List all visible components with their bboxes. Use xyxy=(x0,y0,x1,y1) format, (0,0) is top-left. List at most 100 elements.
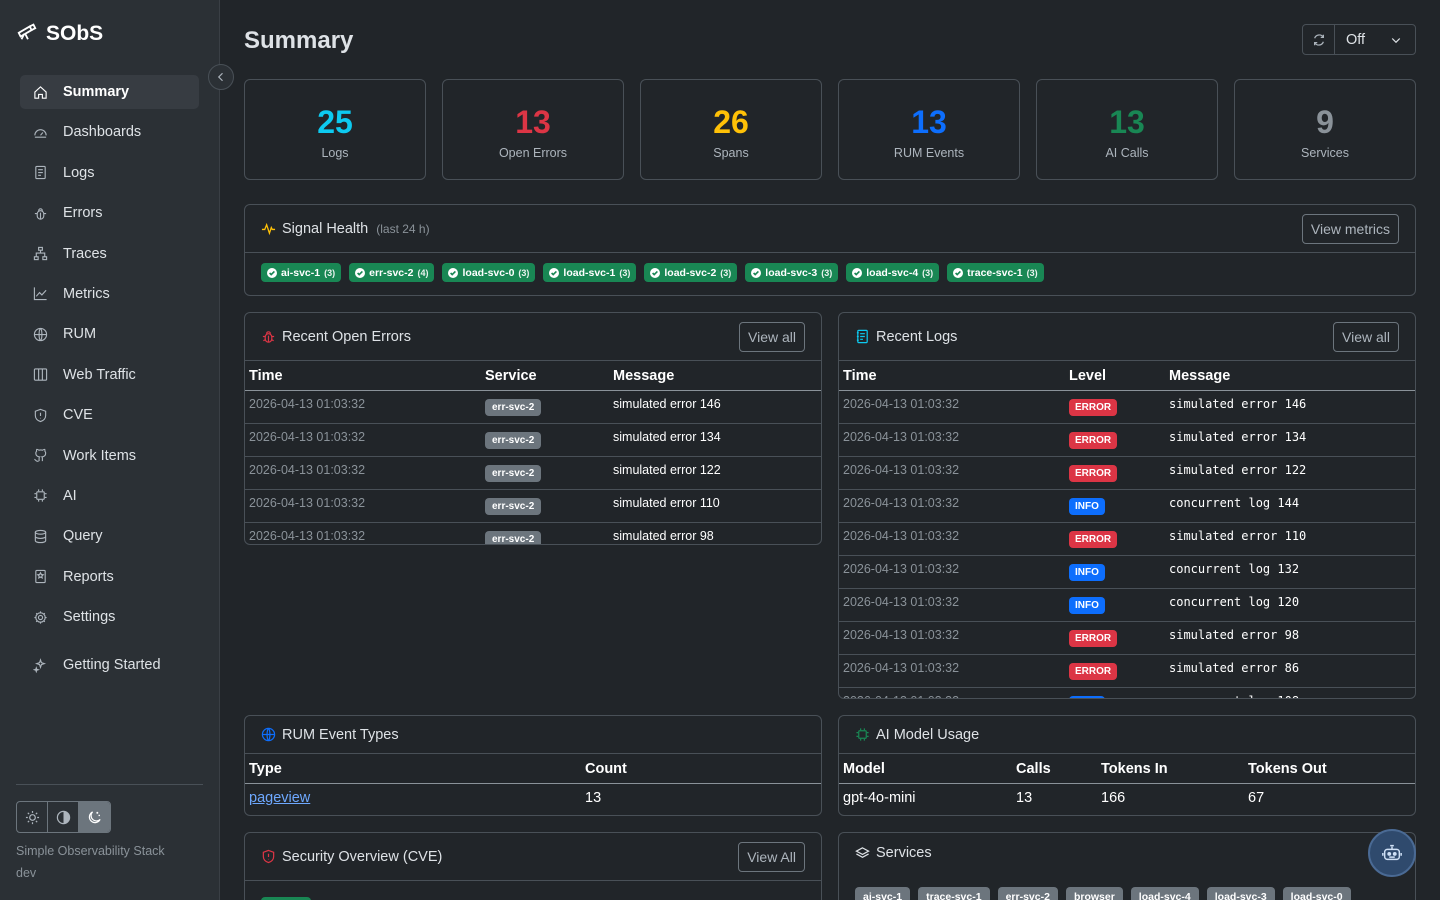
ai-usage-table: Model Calls Tokens In Tokens Out gpt-4o-… xyxy=(839,754,1415,814)
view-metrics-button[interactable]: View metrics xyxy=(1301,213,1399,244)
table-row[interactable]: 2026-04-13 01:03:32 ERROR simulated error … xyxy=(839,522,1415,556)
open-errors-header: Recent Open Errors View all xyxy=(245,313,821,361)
message-cell: simulated error 98 xyxy=(613,529,714,543)
sidebar-item-dashboards[interactable]: Dashboards xyxy=(20,115,199,149)
table-row[interactable]: 2026-04-13 01:03:32 err-svc-2 simulated er… xyxy=(245,423,821,457)
service-cell: err-svc-2 xyxy=(481,523,609,544)
security-title: Security Overview (CVE) xyxy=(282,848,443,865)
service-health-badge[interactable]: err-svc-2 (4) xyxy=(349,263,435,282)
brand[interactable]: SObS xyxy=(16,20,103,48)
service-health-badge[interactable]: load-svc-3 (3) xyxy=(745,263,839,282)
sparkles-icon xyxy=(32,657,48,673)
bug-icon xyxy=(261,329,276,344)
errors-view-all-button[interactable]: View all xyxy=(739,321,805,352)
service-health-badge[interactable]: load-svc-0 (3) xyxy=(442,263,536,282)
table-row[interactable]: 2026-04-13 01:03:32 INFO concurrent log 10… xyxy=(839,688,1415,698)
check-circle-icon xyxy=(355,267,366,278)
level-badge: ERROR xyxy=(1069,630,1118,647)
logs-view-all-button[interactable]: View all xyxy=(1333,321,1399,352)
theme-switcher xyxy=(16,801,111,833)
sidebar-item-rum[interactable]: RUM xyxy=(20,317,199,351)
theme-light-button[interactable] xyxy=(17,802,48,832)
rum-type-link[interactable]: pageview xyxy=(249,790,311,806)
check-circle-icon xyxy=(852,267,863,278)
badge-service-name: load-svc-4 xyxy=(866,266,919,279)
table-row[interactable]: 2026-04-13 01:03:32 err-svc-2 simulated er… xyxy=(245,390,821,424)
table-row[interactable]: 2026-04-13 01:03:32 INFO concurrent log 13… xyxy=(839,555,1415,589)
sidebar-item-cve[interactable]: CVE xyxy=(20,398,199,432)
sidebar-item-label: Query xyxy=(63,528,103,545)
sidebar-item-logs[interactable]: Logs xyxy=(20,156,199,190)
service-health-badge[interactable]: ai-svc-1 (3) xyxy=(261,263,342,282)
service-tag[interactable]: load-svc-0 xyxy=(1282,887,1351,900)
check-circle-icon xyxy=(751,267,762,278)
table-row[interactable]: 2026-04-13 01:03:32 ERROR simulated error … xyxy=(839,621,1415,655)
database-icon xyxy=(32,528,48,544)
level-cell: ERROR xyxy=(1065,423,1165,457)
sidebar-item-reports[interactable]: Reports xyxy=(20,560,199,594)
table-row[interactable]: 2026-04-13 01:03:32 ERROR simulated error … xyxy=(839,423,1415,457)
table-row[interactable]: 2026-04-13 01:03:32 INFO concurrent log 12… xyxy=(839,588,1415,622)
sidebar-item-settings[interactable]: Settings xyxy=(20,600,199,634)
sidebar-item-summary[interactable]: Summary xyxy=(20,75,199,109)
table-row[interactable]: 2026-04-13 01:03:32 err-svc-2 simulated er… xyxy=(245,456,821,490)
sidebar-item-traces[interactable]: Traces xyxy=(20,237,199,271)
stat-cards: 25 Logs 13 Open Errors 26 Spans 13 RUM Events 13… xyxy=(244,79,1416,180)
service-health-badge[interactable]: trace-svc-1 (3) xyxy=(947,263,1044,282)
sidebar-item-ai[interactable]: AI xyxy=(20,479,199,513)
table-row[interactable]: 2026-04-13 01:03:32 ERROR simulated error … xyxy=(839,390,1415,424)
stat-card-open-errors[interactable]: 13 Open Errors xyxy=(442,79,624,180)
sidebar-item-label: Errors xyxy=(63,205,103,222)
sidebar-item-errors[interactable]: Errors xyxy=(20,196,199,230)
stat-card-services[interactable]: 9 Services xyxy=(1234,79,1416,180)
table-row[interactable]: 2026-04-13 01:03:32 ERROR simulated error … xyxy=(839,654,1415,688)
ai-model-usage-card: AI Model Usage Model Calls Tokens In Tok… xyxy=(838,715,1416,816)
main-content: Summary Off 25 Logs 13 Open Errors 26 Spans 13… xyxy=(244,0,1416,900)
stat-card-rum-events[interactable]: 13 RUM Events xyxy=(838,79,1020,180)
signal-health-title: Signal Health xyxy=(282,220,369,237)
recent-logs-card: Recent Logs View all Time Level Message … xyxy=(838,312,1416,699)
service-tag[interactable]: browser xyxy=(1065,887,1123,900)
stat-value: 25 xyxy=(317,104,353,140)
sidebar-item-work-items[interactable]: Work Items xyxy=(20,439,199,473)
service-tag[interactable]: ai-svc-1 xyxy=(855,887,911,900)
col-header-time: Time xyxy=(245,361,481,391)
sidebar-item-getting-started[interactable]: Getting Started xyxy=(20,648,199,682)
table-row[interactable]: 2026-04-13 01:03:32 INFO concurrent log 14… xyxy=(839,489,1415,523)
cpu-icon xyxy=(855,727,870,742)
refresh-interval-select[interactable]: Off xyxy=(1335,25,1415,54)
page-title: Summary xyxy=(244,27,354,54)
col-header-tokens-in: Tokens In xyxy=(1097,754,1244,784)
stat-card-spans[interactable]: 26 Spans xyxy=(640,79,822,180)
sidebar-item-label: Reports xyxy=(63,568,114,585)
table-row[interactable]: 2026-04-13 01:03:32 ERROR simulated error … xyxy=(839,456,1415,490)
stat-card-logs[interactable]: 25 Logs xyxy=(244,79,426,180)
table-row[interactable]: 2026-04-13 01:03:32 err-svc-2 simulated er… xyxy=(245,523,821,544)
service-health-badge[interactable]: load-svc-4 (3) xyxy=(846,263,940,282)
table-row[interactable]: 2026-04-13 01:03:32 err-svc-2 simulated er… xyxy=(245,489,821,523)
service-health-badge[interactable]: load-svc-2 (3) xyxy=(644,263,738,282)
col-header-time: Time xyxy=(839,361,1065,391)
theme-auto-button[interactable] xyxy=(48,802,79,832)
services-header: Services xyxy=(839,833,1415,873)
graph-up-icon xyxy=(32,286,48,302)
app-tagline: Simple Observability Stack xyxy=(16,844,165,858)
service-badge: err-svc-2 xyxy=(485,432,542,449)
sidebar-item-query[interactable]: Query xyxy=(20,519,199,553)
sidebar-item-web-traffic[interactable]: Web Traffic xyxy=(20,358,199,392)
theme-dark-button[interactable] xyxy=(79,802,110,832)
stat-card-ai-calls[interactable]: 13 AI Calls xyxy=(1036,79,1218,180)
service-health-badge[interactable]: load-svc-1 (3) xyxy=(543,263,637,282)
service-tag[interactable]: err-svc-2 xyxy=(997,887,1058,900)
cve-view-all-button[interactable]: View All xyxy=(738,841,805,872)
sidebar-divider xyxy=(16,784,203,785)
service-tag[interactable]: load-svc-3 xyxy=(1206,887,1275,900)
sidebar-collapse-button[interactable] xyxy=(208,64,234,90)
level-cell: ERROR xyxy=(1065,456,1165,490)
check-circle-icon xyxy=(448,267,459,278)
service-tag[interactable]: trace-svc-1 xyxy=(918,887,990,900)
sidebar-item-metrics[interactable]: Metrics xyxy=(20,277,199,311)
assistant-chat-button[interactable] xyxy=(1368,829,1416,877)
refresh-button[interactable] xyxy=(1303,25,1335,54)
service-tag[interactable]: load-svc-4 xyxy=(1130,887,1199,900)
